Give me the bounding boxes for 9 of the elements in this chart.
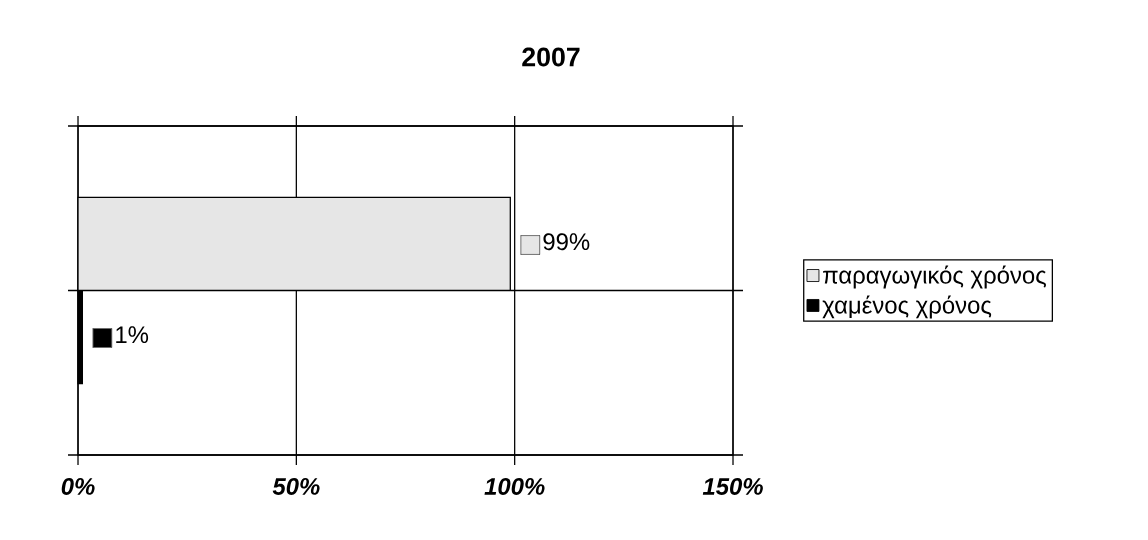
legend-label: χαμένος χρόνος [822,295,992,319]
x-tick-label: 50% [272,477,320,495]
data-label: 1% [116,326,149,344]
x-tick-label: 150% [702,477,763,495]
legend-label: παραγωγικός χρόνος [823,265,1046,289]
data-label: 99% [543,233,590,251]
x-tick-label: 0% [61,477,95,495]
chart-title: 2007 [522,47,580,67]
x-tick-label: 100% [484,477,545,495]
